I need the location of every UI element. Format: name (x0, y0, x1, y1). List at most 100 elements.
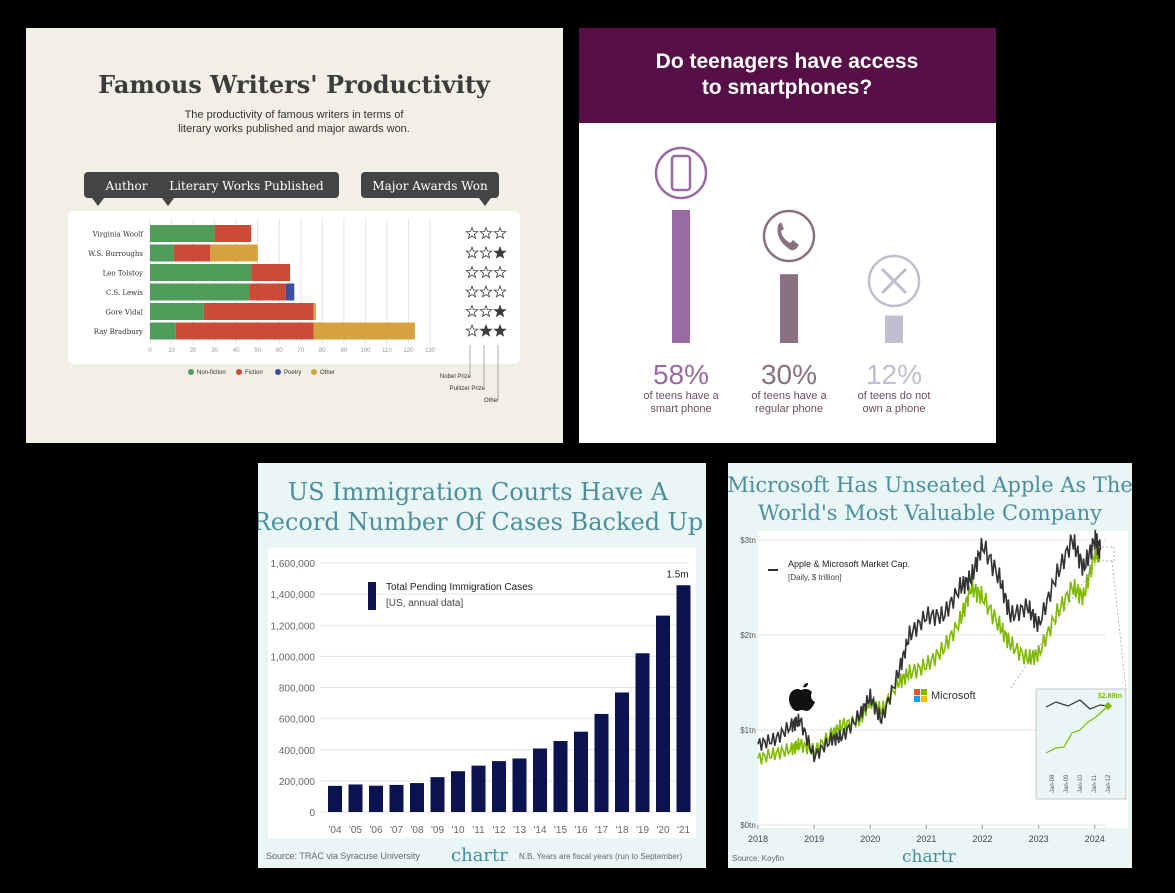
award-star-icon (479, 284, 493, 298)
x-tick-label: 50 (254, 348, 261, 354)
source-note: Source: TRAC via Syracuse University (266, 851, 420, 861)
bar (676, 585, 691, 812)
award-star-icon (493, 304, 507, 318)
bar (328, 785, 342, 812)
x-tick-label: 100 (360, 348, 371, 354)
award-star-icon (465, 226, 479, 240)
brand-logo: chartr (451, 845, 508, 866)
bar-fiction (175, 322, 314, 340)
y-tick-label: 1,000,000 (271, 652, 316, 663)
header-works: Literary Works Published (169, 179, 324, 193)
brand-logo: chartr (902, 847, 957, 867)
percent-description: of teens have a (643, 390, 719, 402)
inset-marker (1104, 702, 1112, 710)
x-tick-label: 0 (148, 348, 152, 354)
microsoft-logo-icon (921, 689, 927, 695)
award-star-icon (493, 265, 507, 279)
award-star-icon (465, 245, 479, 259)
y-tick-label: 400,000 (279, 746, 316, 757)
zoom-connector (1111, 560, 1127, 690)
x-tick-label: '05 (349, 825, 362, 836)
x-tick-label: 2024 (1085, 834, 1105, 844)
bar-non-fiction (150, 283, 250, 301)
x-tick-label: 80 (319, 348, 326, 354)
author-label: Ray Bradbury (94, 328, 143, 336)
y-tick-label: 200,000 (279, 777, 316, 788)
bar (553, 741, 568, 812)
percent-description: of teens do not (858, 390, 931, 402)
brand-label: Microsoft (931, 690, 976, 702)
chart-title: Famous Writers' Productivity (98, 70, 491, 99)
bar-fiction (249, 283, 286, 301)
bar (389, 784, 404, 812)
award-star-icon (465, 323, 479, 337)
percent-description: regular phone (755, 403, 823, 415)
bar-other (210, 244, 258, 262)
award-star-icon (493, 226, 507, 240)
y-tick-label: 600,000 (279, 715, 316, 726)
author-label: C.S. Lewis (106, 289, 143, 297)
award-star-icon (493, 284, 507, 298)
smartphone-icon (670, 154, 692, 192)
x-tick-label: '06 (369, 825, 382, 836)
author-label: Virginia Woolf (92, 231, 145, 239)
x-tick-label: 130 (425, 348, 436, 354)
bar (615, 692, 629, 812)
award-star-icon (479, 226, 493, 240)
bar-non-fiction (150, 225, 215, 242)
x-tick-label: '19 (636, 825, 649, 836)
inset-x-tick-label: Jan-12 (1106, 774, 1112, 793)
x-tick-label: 70 (297, 348, 304, 354)
x-tick-label: '15 (554, 825, 567, 836)
x-tick-label: 30 (211, 348, 218, 354)
x-tick-label: '21 (677, 825, 690, 836)
teen-smartphone-panel: Do teenagers have access to smartphones? 5… (579, 28, 996, 443)
y-tick-label: $0tn (740, 821, 756, 830)
source-note: Source: Koyfin (732, 854, 784, 863)
immigration-panel: US Immigration Courts Have A Record Numbe… (258, 463, 706, 868)
phone-handset-icon (777, 222, 799, 251)
bar (512, 758, 527, 812)
author-label: Gore Vidal (105, 309, 143, 317)
x-tick-label: '10 (451, 825, 464, 836)
x-tick-label: 20 (190, 348, 197, 354)
header-author: Author (105, 179, 148, 193)
x-tick-label: 10 (168, 348, 175, 354)
x-tick-label: '04 (328, 825, 341, 836)
award-star-icon (465, 304, 479, 318)
icon-circle (762, 209, 816, 263)
y-tick-label: 1,600,000 (271, 559, 316, 570)
x-tick-label: 2021 (916, 834, 936, 844)
bar (348, 784, 363, 812)
x-tick-label: '20 (656, 825, 669, 836)
bar (492, 761, 506, 812)
bar (430, 777, 445, 812)
footnote: N.B. Years are fiscal years (run to Sept… (519, 852, 683, 861)
x-tick-label: '08 (410, 825, 423, 836)
value-bar (672, 210, 690, 343)
legend-swatch (368, 582, 376, 610)
bar (656, 615, 670, 812)
legend-swatch (275, 369, 281, 375)
inset-line-microsoft (1045, 705, 1109, 754)
header-pointer (162, 198, 174, 206)
x-tick-label: '12 (492, 825, 505, 836)
author-label: Leo Tolstoy (103, 270, 143, 278)
writers-productivity-panel: Famous Writers' Productivity The producti… (26, 28, 563, 443)
x-tick-label: 120 (403, 348, 414, 354)
legend-label: Poetry (284, 370, 301, 376)
series-line-apple (757, 529, 1102, 763)
x-tick-label: '09 (431, 825, 444, 836)
bar-other (313, 303, 316, 320)
legend-label: Non-fiction (197, 370, 226, 376)
percent-label: 12% (866, 359, 922, 390)
inset-line-apple (1045, 699, 1109, 710)
x-tick-label: 2018 (748, 834, 768, 844)
bar (533, 748, 547, 812)
x-tick-label: 110 (382, 348, 392, 354)
market-cap-panel: Microsoft Has Unseated Apple As The World… (728, 463, 1132, 868)
percent-description: smart phone (650, 403, 711, 415)
bar (410, 783, 424, 812)
inset-x-tick-label: Jan-08 (1050, 774, 1056, 793)
y-tick-label: 800,000 (279, 684, 316, 695)
